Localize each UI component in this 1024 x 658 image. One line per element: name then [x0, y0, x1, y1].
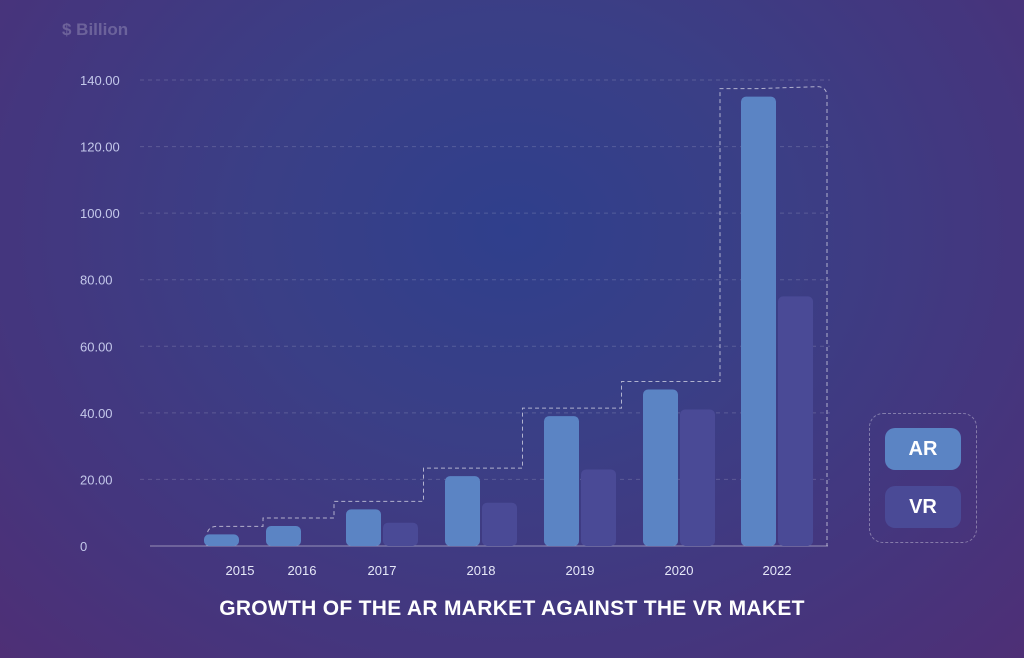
y-tick-label: 40.00	[80, 406, 113, 421]
bar-ar-2016	[266, 526, 301, 546]
bar-vr-2020	[680, 409, 715, 546]
y-tick-label: 120.00	[80, 140, 120, 155]
bar-ar-2017	[346, 509, 381, 546]
x-tick-label: 2019	[566, 563, 595, 578]
y-tick-label: 80.00	[80, 273, 113, 288]
y-tick-label: 60.00	[80, 339, 113, 354]
y-tick-label: 140.00	[80, 73, 120, 88]
y-axis-unit-label: $ Billion	[62, 20, 129, 39]
x-tick-label: 2022	[763, 563, 792, 578]
bar-ar-2019	[544, 416, 579, 546]
x-tick-label: 2020	[665, 563, 694, 578]
x-tick-label: 2016	[288, 563, 317, 578]
bar-ar-2018	[445, 476, 480, 546]
x-tick-label: 2018	[467, 563, 496, 578]
x-tick-label: 2017	[368, 563, 397, 578]
y-tick-label: 100.00	[80, 206, 120, 221]
chart-title: GROWTH OF THE AR MARKET AGAINST THE VR M…	[219, 597, 805, 620]
step-outline	[206, 86, 828, 546]
bar-ar-2020	[643, 389, 678, 546]
bar-vr-2019	[581, 469, 616, 546]
y-tick-label: 20.00	[80, 472, 113, 487]
bar-ar-2015	[204, 534, 239, 546]
legend-item-vr: VR	[885, 486, 961, 528]
bar-ar-2022	[741, 96, 776, 547]
legend-item-ar: AR	[885, 428, 961, 470]
bar-vr-2022	[778, 296, 813, 546]
y-tick-label: 0	[80, 539, 87, 554]
legend: AR VR	[869, 413, 977, 543]
bar-vr-2017	[383, 522, 418, 546]
x-tick-label: 2015	[226, 563, 255, 578]
bar-vr-2018	[482, 502, 517, 546]
